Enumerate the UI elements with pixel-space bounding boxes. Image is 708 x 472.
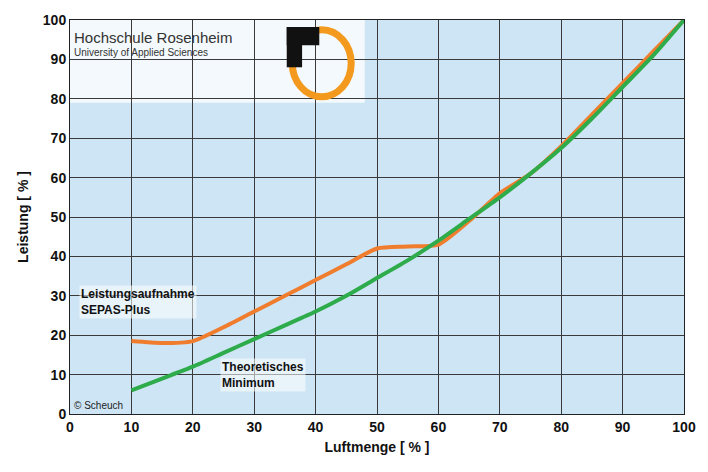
svg-text:80: 80	[51, 91, 67, 107]
svg-text:60: 60	[51, 170, 67, 186]
svg-text:10: 10	[124, 419, 140, 435]
svg-text:TheoretischesMinimum: TheoretischesMinimum	[222, 360, 304, 390]
svg-text:50: 50	[51, 209, 67, 225]
svg-text:90: 90	[615, 419, 631, 435]
svg-text:100: 100	[43, 12, 67, 28]
svg-text:10: 10	[51, 367, 67, 383]
svg-text:30: 30	[51, 288, 67, 304]
svg-text:© Scheuch: © Scheuch	[74, 400, 123, 411]
svg-text:100: 100	[672, 419, 696, 435]
svg-text:20: 20	[51, 327, 67, 343]
svg-text:70: 70	[492, 419, 508, 435]
svg-text:20: 20	[185, 419, 201, 435]
svg-text:Luftmenge [ % ]: Luftmenge [ % ]	[325, 439, 430, 455]
svg-text:LeistungsaufnahmeSEPAS-Plus: LeistungsaufnahmeSEPAS-Plus	[81, 287, 195, 317]
svg-text:90: 90	[51, 51, 67, 67]
svg-text:40: 40	[51, 248, 67, 264]
svg-text:80: 80	[553, 419, 569, 435]
svg-text:50: 50	[369, 419, 385, 435]
svg-text:Hochschule Rosenheim: Hochschule Rosenheim	[74, 29, 232, 46]
svg-text:70: 70	[51, 130, 67, 146]
svg-text:University of Applied Sciences: University of Applied Sciences	[74, 47, 208, 58]
svg-text:60: 60	[431, 419, 447, 435]
svg-text:Leistung [ % ]: Leistung [ % ]	[15, 171, 31, 263]
svg-text:40: 40	[308, 419, 324, 435]
svg-text:0: 0	[66, 419, 74, 435]
svg-text:0: 0	[58, 406, 66, 422]
svg-text:30: 30	[246, 419, 262, 435]
